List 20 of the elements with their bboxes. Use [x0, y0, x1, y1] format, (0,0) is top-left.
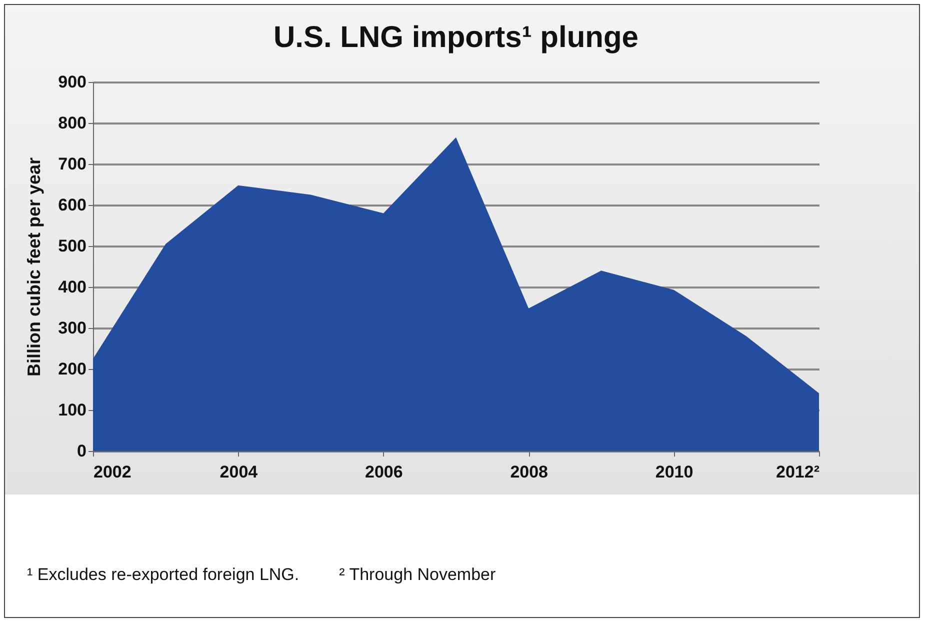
- x-tick-label: 2002: [94, 462, 132, 482]
- x-tick-label: 2008: [510, 462, 548, 482]
- y-tick-label: 900: [58, 72, 86, 92]
- y-tick-label: 700: [58, 154, 86, 174]
- x-tick-label: 2010: [655, 462, 694, 482]
- y-tick-label: 100: [58, 400, 86, 420]
- text: ² Through November: [339, 565, 496, 584]
- y-tick-label: 500: [58, 236, 86, 256]
- y-tick-label: 600: [58, 196, 86, 214]
- y-tick-label: 400: [58, 278, 86, 296]
- y-tick-label: 800: [58, 114, 86, 132]
- x-tick-label: 2006: [364, 462, 403, 482]
- y-tick-label: 300: [58, 318, 86, 338]
- y-axis-title: Billion cubic feet per year: [24, 157, 44, 377]
- chart-title: U.S. LNG imports¹ plunge: [274, 21, 638, 54]
- y-tick-label: 0: [77, 442, 86, 460]
- x-tick-label: 2004: [220, 462, 258, 482]
- text: ¹ Excludes re-exported foreign LNG.: [27, 565, 300, 584]
- x-tick-label: 2012²: [776, 462, 820, 482]
- y-tick-label: 200: [58, 360, 86, 378]
